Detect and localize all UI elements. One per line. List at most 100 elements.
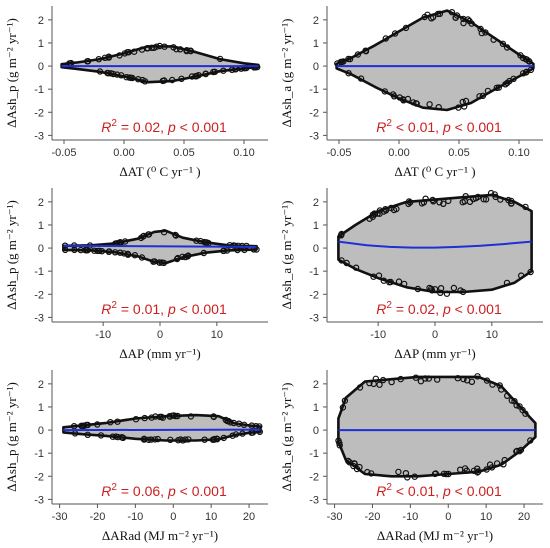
scatter-point [522,203,529,211]
scatter-point [201,436,208,443]
x-tick-label: 0.05 [173,147,194,159]
y-tick-label: -1 [309,448,319,460]
scatter-point [109,433,117,440]
scatter-point [474,373,481,380]
scatter-point [480,196,487,203]
scatter-point [431,285,439,293]
scatter-point [346,55,354,63]
scatter-point [97,432,105,439]
scatter-point [338,257,345,264]
scatter-point [461,465,469,472]
scatter-point [173,255,181,263]
scatter-point [436,199,443,206]
scatter-point [435,103,442,111]
scatter-point [443,470,450,478]
scatter-point [382,35,390,42]
scatter-point [338,231,345,239]
x-tick-label: -20 [365,511,381,523]
scatter-point [170,412,178,419]
scatter-cloud [337,375,537,478]
scatter-point [379,376,387,384]
y-tick-label: -1 [309,266,319,278]
scatter-point [376,381,383,388]
scatter-point [503,44,511,51]
x-tick-label: 20 [243,511,255,523]
scatter-point [488,464,496,471]
scatter-point [105,248,113,256]
scatter-point [200,249,207,257]
scatter-point [337,58,345,66]
scatter-point [527,66,535,74]
y-tick-label: -2 [309,289,319,301]
scatter-point [508,397,515,404]
x-tick-label: 0.10 [233,147,254,159]
stat-annotation: R2 = 0.02, p < 0.001 [101,118,227,135]
scatter-point [367,470,375,477]
scatter-point [425,375,432,382]
scatter-point [493,460,501,467]
x-axis-title: ΔAT (⁰ C yr⁻¹ ) [394,164,475,179]
scatter-point [94,247,101,255]
y-tick-label: 1 [38,38,44,50]
scatter-point [220,67,227,74]
x-tick-label: -0.05 [326,147,351,159]
scatter-point [229,432,236,439]
x-tick-label: -10 [402,511,418,523]
scatter-cloud [335,9,535,112]
scatter-point [336,439,343,447]
x-tick-label: 10 [205,511,217,523]
x-tick-label: 10 [486,329,498,341]
y-tick-label: -2 [309,107,319,119]
scatter-point [508,200,515,207]
scatter-point [466,17,473,25]
y-tick-label: 1 [38,220,44,232]
scatter-point [84,431,91,439]
scatter-point [223,247,231,254]
scatter-point [412,374,420,381]
y-tick-label: -3 [34,494,44,506]
scatter-point [116,249,124,256]
scatter-point [380,208,388,215]
fit-line [338,240,532,249]
scatter-point [187,413,195,420]
scatter-point [405,200,412,208]
scatter-point [386,278,393,286]
y-axis-title: ΔAsh_a (g m⁻² yr⁻¹) [279,19,294,128]
scatter-point [235,420,243,427]
scatter-point [483,466,490,473]
scatter-point [343,259,350,267]
scatter-point [414,285,421,293]
scatter-point [248,422,255,429]
scatter-point [460,19,467,27]
scatter-point [176,46,184,53]
scatter-point [185,436,192,443]
scatter-point [445,197,452,205]
scatter-point [395,468,402,476]
scatter-point [450,284,458,292]
scatter-point [202,70,209,77]
scatter-point [503,392,511,399]
scatter-point [395,278,403,285]
y-tick-label: -3 [309,130,319,142]
scatter-point [406,199,414,206]
scatter-point [484,87,492,95]
x-tick-label: -10 [127,511,143,523]
scatter-point [141,414,148,422]
scatter-point [460,15,467,23]
scatter-point [411,473,418,480]
scatter-point [387,204,395,212]
scatter-point [113,71,121,78]
scatter-point [516,403,523,410]
scatter-point [144,45,152,52]
y-tick-label: -2 [309,471,319,483]
x-tick-label: -10 [370,329,386,341]
scatter-point [431,470,439,478]
scatter-point [201,238,208,246]
scatter-point [421,375,429,382]
scatter-point [172,232,180,239]
scatter-point [391,30,399,37]
scatter-point [527,268,534,276]
y-tick-label: -3 [309,312,319,324]
y-tick-label: 2 [38,197,44,209]
